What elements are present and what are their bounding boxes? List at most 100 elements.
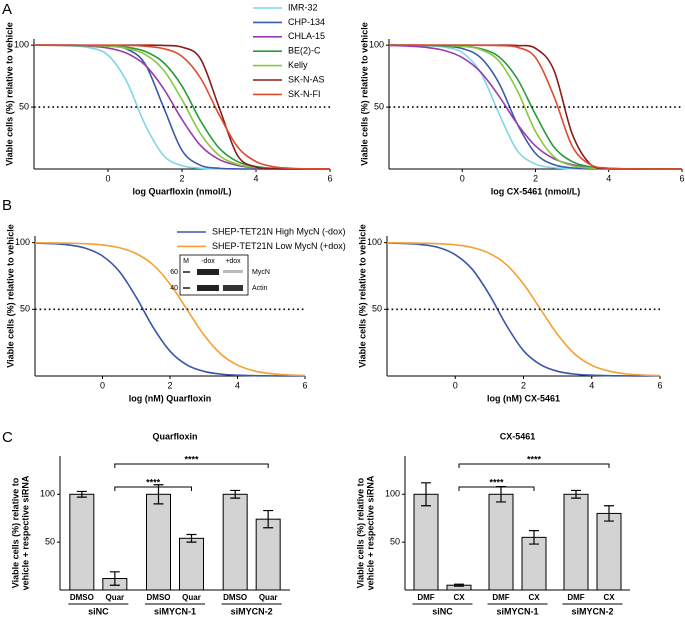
y-tick-label: 100 <box>40 489 55 499</box>
band-label: Actin <box>252 285 268 292</box>
error-bar <box>109 571 120 586</box>
x-tick-label: DMF <box>492 593 509 602</box>
significance-label: **** <box>184 454 199 464</box>
blot-band <box>223 285 243 291</box>
panel-label: C <box>2 429 13 446</box>
significance-label: **** <box>527 454 542 464</box>
group-label: siMYCN-1 <box>154 606 196 616</box>
y-tick-label: 100 <box>385 489 400 499</box>
x-tick-label: 2 <box>533 173 538 183</box>
bar <box>596 512 622 591</box>
y-tick-label: 100 <box>369 40 384 50</box>
x-tick-label: 0 <box>460 173 465 183</box>
x-tick-label: CX <box>603 593 615 602</box>
x-tick-label: Quar <box>182 593 201 602</box>
x-tick-label: DMSO <box>147 593 171 602</box>
x-tick-label: 2 <box>179 173 184 183</box>
blot-band <box>197 285 219 291</box>
y-axis-label: vehicle + respective siRNA <box>365 475 375 590</box>
x-tick-label: 4 <box>235 380 240 390</box>
x-tick-label: Quar <box>105 593 124 602</box>
band-label: MycN <box>252 269 270 276</box>
error-bar <box>571 489 581 499</box>
legend-label: SHEP-TET21N Low MycN (+dox) <box>212 241 346 251</box>
bar <box>179 537 204 591</box>
x-tick-label: 2 <box>167 380 172 390</box>
y-axis-label: Viable cells (%) relative to vehicle <box>357 224 367 367</box>
bar <box>222 493 248 591</box>
y-tick-label: 100 <box>15 237 30 247</box>
curve <box>386 242 661 377</box>
significance-label: **** <box>489 477 504 487</box>
group-label: siMYCN-2 <box>571 606 613 616</box>
y-axis-label: Viable cells (%) relative to vehicle <box>359 22 369 165</box>
x-tick-label: 4 <box>589 380 594 390</box>
y-tick-label: 50 <box>45 537 55 547</box>
significance-bracket <box>458 463 610 468</box>
blot-band <box>197 269 219 275</box>
x-tick-label: 0 <box>100 380 105 390</box>
group-label: siMYCN-2 <box>231 606 273 616</box>
y-axis-label: vehicle + respective siRNA <box>20 475 30 590</box>
legend-label: CHLA-15 <box>288 31 325 41</box>
error-bar <box>421 482 431 507</box>
x-tick-label: DMF <box>417 593 434 602</box>
panel-label: B <box>2 197 12 214</box>
y-tick-label: 50 <box>390 537 400 547</box>
y-tick-label: 50 <box>372 304 382 314</box>
x-tick-label: 6 <box>679 173 684 183</box>
error-bar <box>454 583 464 587</box>
x-axis-label: log (nM) Quarfloxin <box>129 393 212 403</box>
x-tick-label: 0 <box>105 173 110 183</box>
marker-label: 60 <box>170 269 178 276</box>
y-tick-label: 50 <box>19 101 29 111</box>
x-tick-label: CX <box>453 593 465 602</box>
x-tick-label: 6 <box>657 380 662 390</box>
blot-band <box>223 270 243 273</box>
legend-label: IMR-32 <box>288 2 318 12</box>
bar <box>521 536 547 591</box>
legend-label: SK-N-FI <box>288 89 321 99</box>
curve <box>34 242 306 377</box>
x-tick-label: 4 <box>253 173 258 183</box>
error-bar <box>186 533 197 543</box>
significance-bracket <box>114 463 269 468</box>
blot-marker <box>183 287 190 289</box>
x-axis-label: log (nM) CX-5461 <box>487 393 560 403</box>
significance-bracket <box>114 486 192 491</box>
group-label: siNC <box>88 606 109 616</box>
y-tick-label: 100 <box>367 237 382 247</box>
x-tick-label: DMSO <box>70 593 94 602</box>
x-tick-label: 4 <box>606 173 611 183</box>
error-bar <box>153 484 164 505</box>
y-tick-label: 50 <box>374 101 384 111</box>
x-tick-label: 0 <box>453 380 458 390</box>
x-tick-label: CX <box>528 593 540 602</box>
x-tick-label: DMF <box>567 593 584 602</box>
error-bar <box>76 490 87 498</box>
bar <box>488 493 514 591</box>
curve <box>34 242 306 377</box>
blot-marker <box>183 271 190 273</box>
lane-label: -dox <box>201 258 215 265</box>
legend-label: Kelly <box>288 60 308 70</box>
bar <box>146 493 171 591</box>
legend-label: CHP-134 <box>288 17 325 27</box>
x-tick-label: Quar <box>259 593 278 602</box>
bar <box>563 493 589 591</box>
y-axis-label: Viable cells (%) relative to <box>10 477 20 588</box>
y-axis-label: Viable cells (%) relative to <box>355 477 365 588</box>
curve <box>388 44 682 170</box>
marker-label: 40 <box>170 285 178 292</box>
y-tick-label: 100 <box>14 40 29 50</box>
error-bar <box>263 509 274 529</box>
x-axis-label: log CX-5461 (nmol/L) <box>491 186 581 196</box>
bar <box>255 518 281 591</box>
chart-title: Quarfloxin <box>152 431 197 441</box>
significance-bracket <box>458 486 535 491</box>
lane-label: +dox <box>225 258 241 265</box>
error-bar <box>604 505 614 522</box>
significance-label: **** <box>146 477 161 487</box>
x-tick-label: 2 <box>521 380 526 390</box>
legend-label: SK-N-AS <box>288 74 325 84</box>
